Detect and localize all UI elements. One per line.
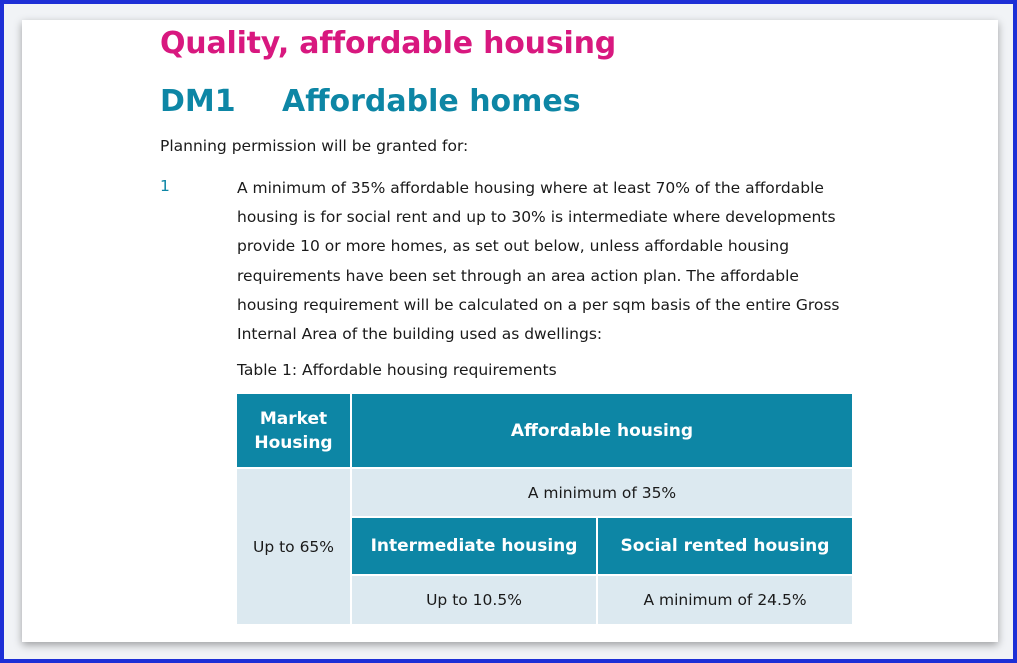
affordable-housing-value: A minimum of 35% [352, 469, 852, 516]
paragraph-line: Internal Area of the building used as dw… [237, 325, 603, 344]
viewer-background: Quality, affordable housing DM1 Affordabl… [4, 4, 1013, 659]
paragraph-line: requirements have been set through an ar… [237, 266, 799, 285]
market-header-line: Market [259, 408, 328, 429]
market-housing-value: Up to 65% [237, 469, 350, 624]
policy-heading: DM1 Affordable homes [160, 84, 581, 119]
paragraph-line: A minimum of 35% affordable housing wher… [237, 179, 824, 197]
market-housing-header: Market Housing [237, 394, 350, 467]
paragraph-line: provide 10 or more homes, as set out bel… [237, 237, 790, 256]
item-number: 1 [160, 177, 170, 195]
table-caption: Table 1: Affordable housing requirements [237, 361, 557, 379]
document-page: Quality, affordable housing DM1 Affordabl… [22, 20, 998, 642]
affordable-housing-table: Market Housing Affordable housing Up to … [237, 394, 852, 624]
social-rented-housing-value: A minimum of 24.5% [598, 576, 852, 624]
paragraph-line: housing is for social rent and up to 30%… [237, 208, 836, 227]
intro-text: Planning permission will be granted for: [160, 137, 469, 155]
intermediate-housing-header: Intermediate housing [352, 518, 596, 574]
paragraph-line: housing requirement will be calculated o… [237, 295, 840, 314]
section-title: Quality, affordable housing [160, 26, 616, 61]
item-paragraph: A minimum of 35% affordable housing wher… [237, 174, 862, 349]
social-rented-housing-header: Social rented housing [598, 518, 852, 574]
policy-code: DM1 [160, 84, 236, 119]
affordable-housing-header: Affordable housing [352, 394, 852, 467]
policy-title: Affordable homes [282, 84, 581, 119]
intermediate-housing-value: Up to 10.5% [352, 576, 596, 624]
market-header-line: Housing [254, 432, 333, 453]
